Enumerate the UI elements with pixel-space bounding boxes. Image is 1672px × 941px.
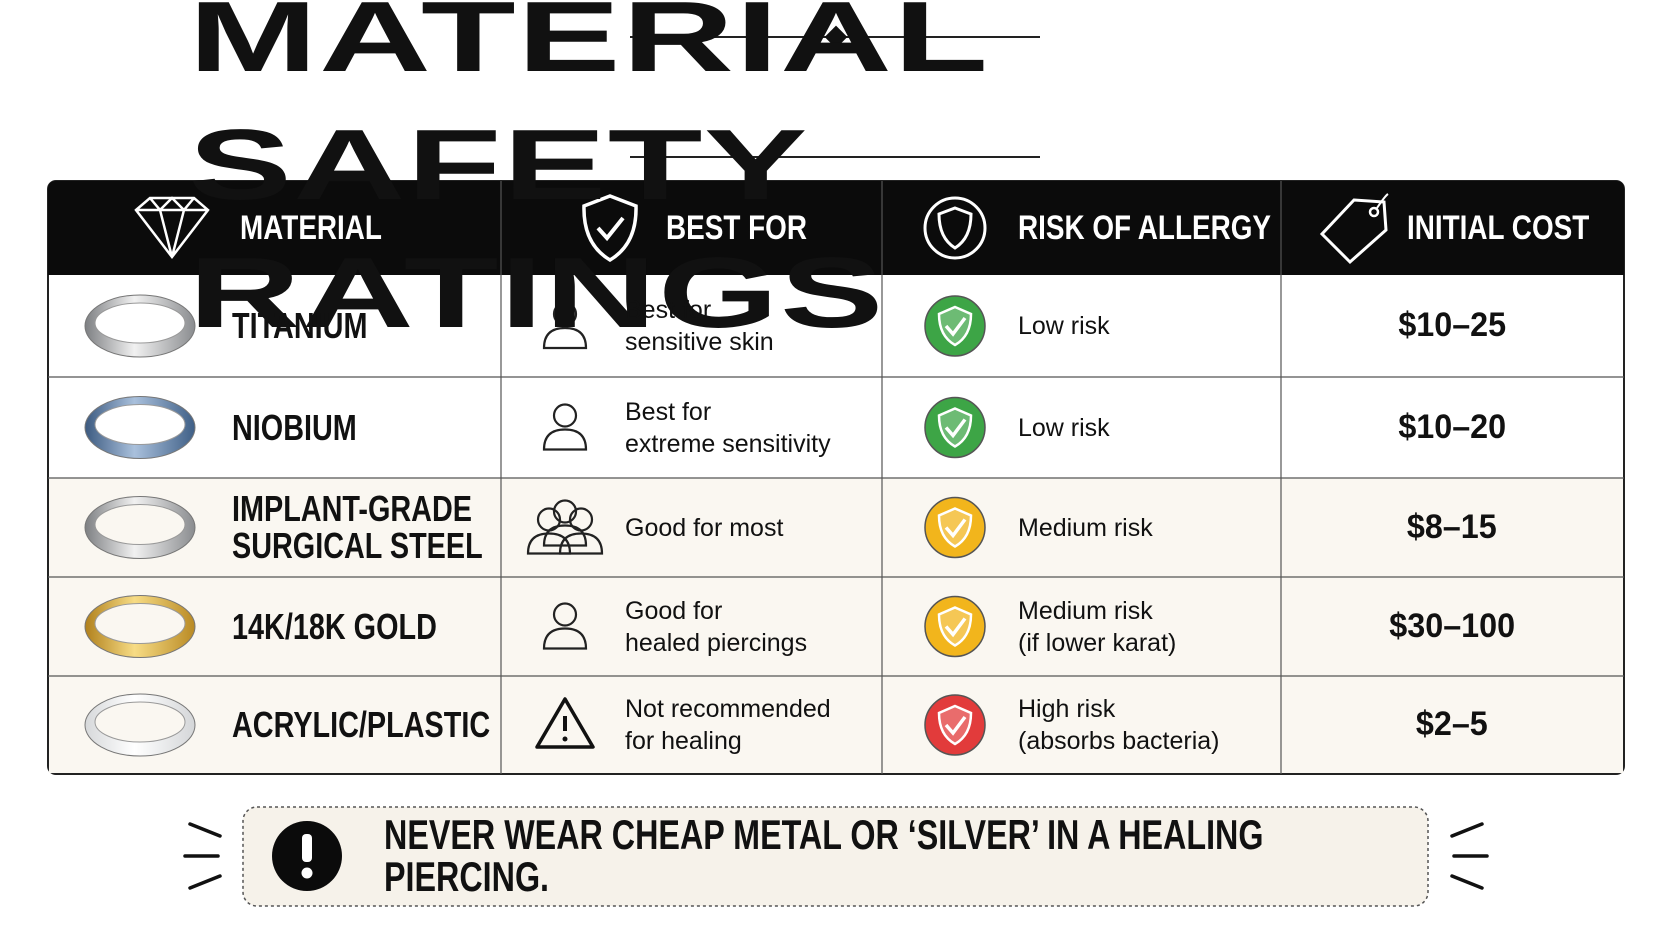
best-for: Best for extreme sensitivity bbox=[625, 397, 831, 458]
burst-line bbox=[188, 874, 222, 890]
table-header bbox=[48, 181, 1624, 275]
icon-diamond bbox=[134, 196, 210, 260]
warning-icon bbox=[302, 834, 312, 862]
material-name: 14K/18K GOLD bbox=[232, 605, 437, 647]
icon-person bbox=[542, 326, 588, 350]
material-name: IMPLANT-GRADE SURGICAL STEEL bbox=[232, 487, 483, 567]
ornament-dot bbox=[804, 33, 812, 41]
burst-line bbox=[1450, 874, 1484, 890]
warning-icon bbox=[301, 867, 313, 879]
icon-people bbox=[558, 532, 604, 555]
best-for: Good for most bbox=[625, 513, 784, 542]
row-bg bbox=[49, 478, 1623, 577]
icon-warning bbox=[535, 697, 595, 749]
header-cell: RISK OF ALLERGY bbox=[1018, 209, 1271, 247]
icon-people bbox=[542, 524, 588, 547]
risk-check bbox=[944, 617, 967, 638]
material-name: ACRYLIC/PLASTIC bbox=[232, 704, 491, 746]
risk-badge bbox=[924, 295, 986, 357]
best-for: Best for sensitive skin bbox=[625, 296, 774, 356]
risk: Low risk bbox=[1018, 413, 1110, 442]
best-for: Good for healed piercings bbox=[625, 596, 808, 657]
icon-people bbox=[526, 532, 572, 555]
risk-badge bbox=[924, 496, 986, 559]
icon-people bbox=[552, 499, 578, 524]
icon-shield bbox=[582, 194, 638, 263]
icon-circle bbox=[923, 196, 987, 260]
risk-badge bbox=[924, 396, 986, 459]
ornament-dot bbox=[860, 33, 868, 41]
risk-check bbox=[944, 418, 967, 439]
ring-hole bbox=[94, 504, 186, 545]
risk-shield bbox=[937, 407, 973, 448]
header-cell: INITIAL COST bbox=[1407, 209, 1590, 247]
icon-check bbox=[596, 216, 625, 242]
risk: Low risk bbox=[1018, 312, 1110, 340]
risk: Medium risk bbox=[1018, 513, 1153, 542]
material-name: NIOBIUM bbox=[232, 406, 357, 448]
warning-banner bbox=[242, 806, 1429, 907]
ring-hole bbox=[94, 404, 186, 445]
cost: $10–25 bbox=[1398, 306, 1507, 345]
ring-hole bbox=[94, 302, 186, 344]
row-bg bbox=[49, 577, 1623, 676]
icon-person bbox=[542, 627, 588, 650]
risk-shield bbox=[937, 606, 973, 647]
icon-person bbox=[542, 428, 588, 451]
header-cell: MATERIAL bbox=[240, 209, 382, 247]
risk-shield bbox=[937, 704, 973, 746]
cost: $2–5 bbox=[1415, 705, 1488, 744]
row-bg bbox=[49, 676, 1623, 773]
risk-check bbox=[944, 715, 967, 736]
icon-person bbox=[552, 301, 578, 327]
icon-shield bbox=[937, 206, 973, 250]
risk-check bbox=[944, 316, 967, 337]
risk: High risk (absorbs bacteria) bbox=[1018, 695, 1220, 755]
icon-warning bbox=[562, 736, 568, 742]
risk: Medium risk (if lower karat) bbox=[1018, 596, 1177, 657]
ring-hole bbox=[94, 603, 186, 644]
risk-badge bbox=[924, 595, 986, 658]
icon-tag-hole bbox=[1368, 206, 1380, 218]
burst-line bbox=[1450, 822, 1484, 838]
ring-hole bbox=[94, 701, 186, 743]
icon-tag bbox=[1319, 198, 1388, 265]
icon-person bbox=[552, 403, 578, 428]
cost: $30–100 bbox=[1389, 606, 1516, 645]
material-name: TITANIUM bbox=[232, 305, 368, 347]
risk-shield bbox=[937, 305, 973, 347]
cost: $8–15 bbox=[1406, 507, 1497, 546]
best-for: Not recommended for healing bbox=[625, 695, 831, 755]
cost: $10–20 bbox=[1398, 407, 1507, 446]
icon-person bbox=[552, 602, 578, 627]
risk-check bbox=[944, 518, 967, 539]
title: JEWELRY MATERIAL SAFETY RATINGS bbox=[188, 0, 987, 349]
risk-badge bbox=[924, 694, 986, 756]
icon-tag-string bbox=[1376, 193, 1389, 209]
warning-text: NEVER WEAR CHEAP METAL OR ‘SILVER’ IN A … bbox=[384, 811, 1264, 900]
risk-shield bbox=[937, 507, 973, 548]
header-cell: BEST FOR bbox=[666, 209, 807, 247]
burst-line bbox=[188, 822, 222, 838]
